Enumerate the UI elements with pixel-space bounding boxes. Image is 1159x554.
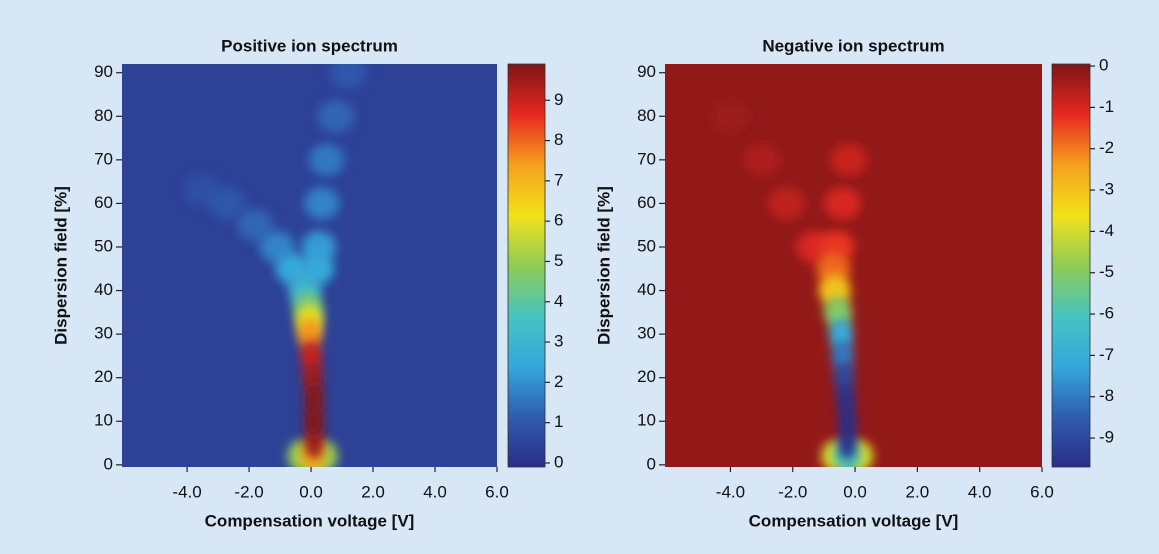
colorbar-tick-label: 8 — [554, 130, 563, 149]
y-tick-label: 10 — [94, 411, 113, 430]
intensity-cell — [768, 187, 805, 220]
y-axis-title: Dispersion field [%] — [594, 186, 613, 345]
colorbar-tick-label: 4 — [554, 291, 563, 310]
x-tick-label: 6.0 — [1030, 482, 1054, 501]
x-tick-label: 6.0 — [485, 482, 509, 501]
intensity-cell — [308, 143, 345, 176]
colorbar-tick-label: 9 — [554, 90, 563, 109]
intensity-cell — [208, 187, 246, 220]
y-tick-label: 40 — [637, 280, 656, 299]
y-tick-label: 10 — [637, 411, 656, 430]
intensity-cell — [837, 427, 857, 460]
y-tick-label: 70 — [637, 149, 656, 168]
chart-title: Positive ion spectrum — [221, 36, 398, 55]
x-axis-title: Compensation voltage [V] — [749, 511, 959, 530]
y-tick-label: 90 — [94, 62, 113, 81]
heatmap-layer — [711, 100, 874, 467]
x-tick-label: 2.0 — [906, 482, 930, 501]
colorbar-tick-label: -8 — [1099, 386, 1114, 405]
x-tick-label: -2.0 — [778, 482, 807, 501]
y-tick-label: 30 — [637, 324, 656, 343]
y-tick-label: 60 — [637, 193, 656, 212]
x-tick-label: 2.0 — [361, 482, 385, 501]
colorbar — [1051, 63, 1091, 468]
intensity-cell — [304, 383, 324, 416]
colorbar-tick-label: -7 — [1099, 345, 1114, 364]
colorbar-tick-label: 1 — [554, 412, 563, 431]
x-tick-label: -4.0 — [716, 482, 745, 501]
colorbar-tick-label: -9 — [1099, 428, 1114, 447]
intensity-cell — [830, 143, 868, 176]
colorbar-tick-label: 0 — [554, 452, 563, 471]
y-tick-label: 70 — [94, 149, 113, 168]
y-axis-title: Dispersion field [%] — [51, 186, 70, 345]
y-tick-label: 50 — [637, 236, 656, 255]
x-tick-label: 4.0 — [423, 482, 447, 501]
colorbar-tick-label: -1 — [1099, 97, 1114, 116]
y-tick-label: 20 — [94, 367, 113, 386]
colorbar — [507, 63, 546, 468]
x-tick-label: -4.0 — [172, 482, 201, 501]
colorbar-tick-label: -3 — [1099, 180, 1114, 199]
colorbar-tick-label: 5 — [554, 251, 563, 270]
y-tick-label: 60 — [94, 193, 113, 212]
y-tick-label: 80 — [94, 106, 113, 125]
heatmap-layer — [183, 64, 367, 467]
colorbar-tick-label: 3 — [554, 332, 563, 351]
colorbar-tick-label: 6 — [554, 211, 563, 230]
intensity-cell — [329, 64, 367, 89]
colorbar-tick-label: -6 — [1099, 304, 1114, 323]
intensity-cell — [838, 405, 857, 438]
x-tick-label: 0.0 — [843, 482, 867, 501]
colorbar-tick-label: 2 — [554, 372, 563, 391]
x-tick-label: -2.0 — [234, 482, 263, 501]
colorbar-tick-label: 7 — [554, 170, 563, 189]
colorbar-tick-label: -4 — [1099, 221, 1114, 240]
intensity-cell — [711, 100, 750, 133]
y-tick-label: 0 — [104, 454, 113, 473]
intensity-cell — [824, 187, 861, 220]
y-tick-label: 0 — [647, 454, 656, 473]
intensity-cell — [317, 100, 354, 133]
intensity-cell — [304, 187, 340, 220]
x-tick-label: 4.0 — [968, 482, 992, 501]
y-tick-label: 40 — [94, 280, 113, 299]
intensity-cell — [304, 427, 325, 460]
intensity-cell — [742, 143, 781, 176]
colorbar-tick-label: -5 — [1099, 262, 1114, 281]
colorbar-tick-label: -2 — [1099, 138, 1114, 157]
y-tick-label: 20 — [637, 367, 656, 386]
intensity-cell — [237, 209, 274, 242]
y-tick-label: 80 — [637, 106, 656, 125]
y-tick-label: 30 — [94, 324, 113, 343]
colorbar-tick-label: 0 — [1099, 56, 1108, 75]
x-axis-title: Compensation voltage [V] — [205, 511, 415, 530]
y-tick-label: 50 — [94, 236, 113, 255]
y-tick-label: 90 — [637, 62, 656, 81]
chart-title: Negative ion spectrum — [762, 36, 944, 55]
x-tick-label: 0.0 — [299, 482, 323, 501]
